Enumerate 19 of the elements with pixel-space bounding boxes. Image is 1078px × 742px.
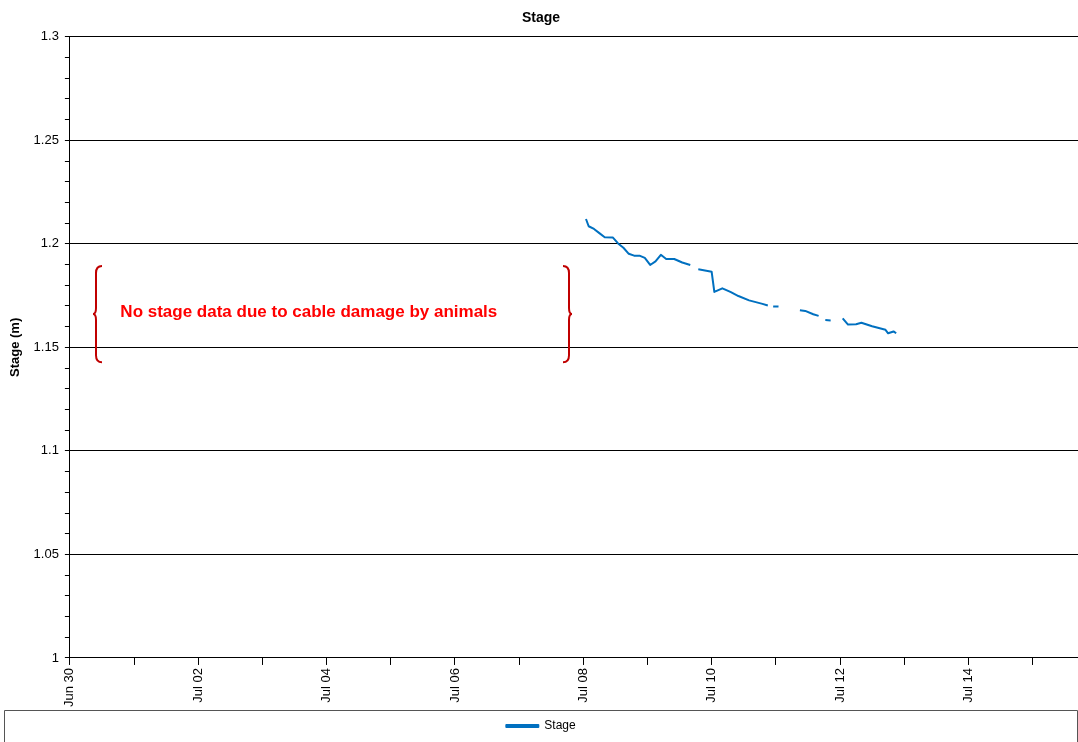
y-tick-label: 1.2 <box>40 235 59 251</box>
y-tick-label: 1 <box>51 649 59 665</box>
y-axis-title: Stage (m) <box>7 317 23 377</box>
y-tick-label: 1.1 <box>40 442 59 458</box>
x-tick-label: Jul 04 <box>318 667 334 703</box>
y-tick-label: 1.15 <box>33 338 59 354</box>
x-tick-label: Jul 06 <box>446 667 462 703</box>
y-tick-label: 1.25 <box>33 131 59 147</box>
x-tick-label: Jul 14 <box>959 667 975 703</box>
annotation: No stage data due to cable damage by animals <box>120 302 498 322</box>
chart-title: Stage <box>521 9 561 26</box>
y-tick-label: 1.05 <box>33 546 59 562</box>
x-tick-label: Jul 12 <box>831 667 847 703</box>
legend-label: Stage <box>544 718 577 733</box>
x-tick-label: Jul 10 <box>703 667 719 703</box>
x-tick-label: Jul 08 <box>574 667 590 703</box>
x-tick-label: Jun 30 <box>61 667 77 708</box>
x-tick-label: Jul 02 <box>189 667 205 703</box>
y-tick-label: 1.3 <box>40 28 59 44</box>
